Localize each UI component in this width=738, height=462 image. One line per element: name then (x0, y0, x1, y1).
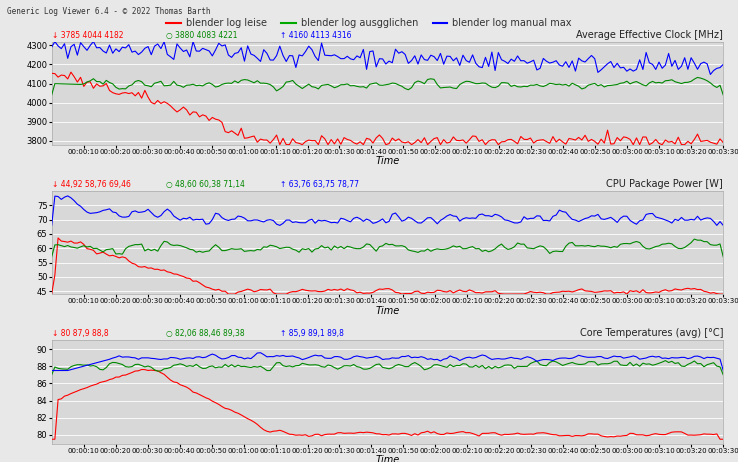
X-axis label: Time: Time (376, 156, 399, 166)
Text: ↓ 3785 4044 4182: ↓ 3785 4044 4182 (52, 30, 123, 40)
X-axis label: Time: Time (376, 306, 399, 316)
Text: ↓ 44,92 58,76 69,46: ↓ 44,92 58,76 69,46 (52, 180, 131, 189)
Text: ○ 3880 4083 4221: ○ 3880 4083 4221 (166, 30, 238, 40)
Text: Generic Log Viewer 6.4 - © 2022 Thomas Barth: Generic Log Viewer 6.4 - © 2022 Thomas B… (7, 7, 211, 16)
Text: ↓ 80 87,9 88,8: ↓ 80 87,9 88,8 (52, 329, 108, 338)
Text: ○ 82,06 88,46 89,38: ○ 82,06 88,46 89,38 (166, 329, 244, 338)
Text: Core Temperatures (avg) [°C]: Core Temperatures (avg) [°C] (580, 328, 723, 338)
Legend: blender log leise, blender log ausgglichen, blender log manual max: blender log leise, blender log ausgglich… (162, 14, 576, 32)
Text: ○ 48,60 60,38 71,14: ○ 48,60 60,38 71,14 (166, 180, 245, 189)
Text: CPU Package Power [W]: CPU Package Power [W] (607, 179, 723, 189)
Text: ↑ 85,9 89,1 89,8: ↑ 85,9 89,1 89,8 (280, 329, 344, 338)
Text: Average Effective Clock [MHz]: Average Effective Clock [MHz] (576, 30, 723, 40)
Text: ↑ 63,76 63,75 78,77: ↑ 63,76 63,75 78,77 (280, 180, 359, 189)
Text: ↑ 4160 4113 4316: ↑ 4160 4113 4316 (280, 30, 351, 40)
X-axis label: Time: Time (376, 455, 399, 462)
